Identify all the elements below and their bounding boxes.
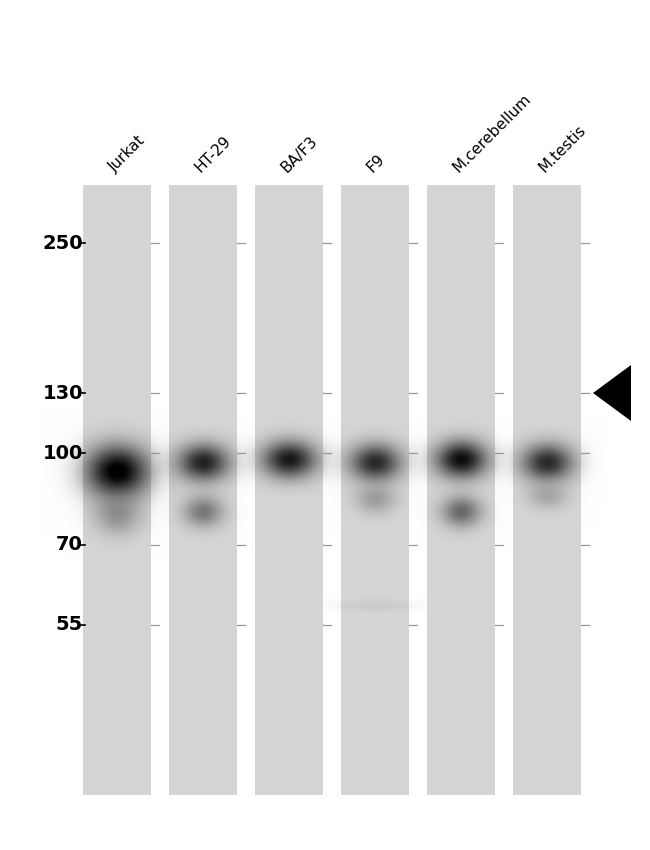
Text: 130: 130 [42,383,83,403]
Text: 250: 250 [42,234,83,252]
Text: F9: F9 [365,151,388,175]
Text: M.cerebellum: M.cerebellum [450,91,534,175]
Text: BA/F3: BA/F3 [278,133,320,175]
Text: 100: 100 [43,444,83,462]
Polygon shape [593,365,631,421]
Text: 70: 70 [56,536,83,554]
Text: M.testis: M.testis [536,122,590,175]
Text: HT-29: HT-29 [192,133,235,175]
Text: Jurkat: Jurkat [107,133,148,175]
Text: 55: 55 [56,615,83,634]
